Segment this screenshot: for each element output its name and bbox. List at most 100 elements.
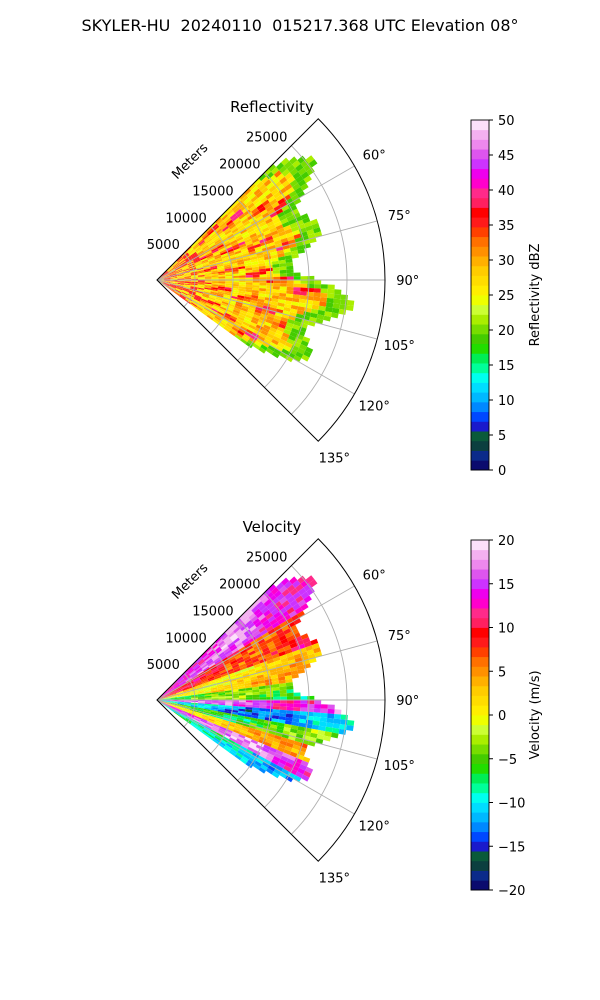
data-cell bbox=[234, 670, 242, 675]
data-cell bbox=[163, 702, 170, 707]
data-cell bbox=[280, 316, 289, 323]
data-cell bbox=[244, 658, 252, 664]
data-cell bbox=[271, 177, 280, 186]
data-cell bbox=[157, 700, 164, 702]
data-cell bbox=[211, 281, 219, 284]
data-cell bbox=[203, 710, 211, 713]
data-cell bbox=[316, 314, 325, 320]
data-cell bbox=[232, 324, 240, 330]
data-cell bbox=[178, 678, 185, 684]
data-cell bbox=[324, 311, 332, 317]
data-cell bbox=[238, 268, 246, 272]
data-cell bbox=[234, 334, 242, 341]
data-cell bbox=[190, 672, 198, 678]
data-cell bbox=[177, 280, 185, 282]
data-cell bbox=[175, 688, 182, 692]
data-cell bbox=[170, 702, 178, 705]
data-cell bbox=[207, 241, 215, 247]
colorbar-segment bbox=[471, 401, 489, 413]
data-cell bbox=[182, 289, 189, 294]
data-cell bbox=[170, 697, 178, 699]
data-cell bbox=[218, 274, 226, 277]
data-cell bbox=[183, 689, 190, 693]
data-cell bbox=[306, 167, 315, 176]
data-cell bbox=[232, 700, 240, 703]
data-cell bbox=[275, 224, 284, 231]
data-cell bbox=[188, 684, 196, 688]
data-cell bbox=[204, 706, 212, 709]
data-cell bbox=[271, 233, 280, 239]
data-cell bbox=[249, 722, 257, 727]
data-cell bbox=[251, 292, 259, 297]
data-cell bbox=[241, 755, 249, 762]
data-cell bbox=[242, 723, 250, 728]
colorbar-tick-label: 0 bbox=[498, 709, 506, 724]
data-cell bbox=[177, 277, 185, 279]
data-cell bbox=[229, 258, 237, 263]
data-cell bbox=[296, 753, 304, 761]
data-cell bbox=[282, 310, 290, 316]
data-cell bbox=[252, 707, 260, 711]
data-cell bbox=[204, 697, 212, 699]
data-cell bbox=[318, 305, 326, 312]
data-cell bbox=[197, 276, 205, 278]
data-cell bbox=[279, 351, 288, 359]
data-cell bbox=[261, 176, 269, 184]
data-cell bbox=[168, 287, 175, 292]
data-cell bbox=[245, 287, 253, 290]
data-cell bbox=[248, 324, 256, 330]
data-cell bbox=[168, 287, 174, 293]
data-cell bbox=[271, 321, 280, 327]
data-cell bbox=[193, 258, 201, 263]
data-cell bbox=[208, 677, 215, 682]
data-cell bbox=[177, 677, 184, 683]
data-cell bbox=[266, 641, 275, 647]
data-cell bbox=[199, 661, 206, 667]
data-cell bbox=[264, 202, 272, 210]
data-cell bbox=[218, 703, 226, 706]
data-cell bbox=[232, 702, 240, 705]
data-cell bbox=[170, 702, 178, 704]
data-cell bbox=[223, 746, 231, 753]
data-cell bbox=[251, 736, 260, 742]
data-cell bbox=[238, 661, 246, 666]
data-cell bbox=[271, 188, 279, 196]
data-cell bbox=[225, 692, 232, 695]
data-cell bbox=[183, 269, 190, 273]
data-cell bbox=[219, 669, 227, 674]
data-cell bbox=[184, 281, 192, 283]
data-cell bbox=[231, 265, 239, 269]
data-cell bbox=[272, 263, 280, 268]
data-cell bbox=[175, 708, 182, 713]
colorbar-segment bbox=[471, 120, 489, 131]
colorbar-segment bbox=[471, 695, 489, 706]
data-cell bbox=[204, 275, 212, 278]
data-cell bbox=[296, 639, 304, 647]
data-cell bbox=[203, 687, 211, 690]
data-cell bbox=[289, 768, 298, 776]
data-cell bbox=[253, 329, 261, 336]
colorbar-segment bbox=[471, 569, 489, 580]
data-cell bbox=[272, 270, 280, 274]
data-cell bbox=[229, 657, 237, 663]
data-cell bbox=[242, 321, 250, 327]
data-cell bbox=[240, 245, 248, 251]
data-cell bbox=[225, 274, 233, 277]
data-cell bbox=[202, 263, 210, 267]
data-cell bbox=[172, 682, 179, 688]
data-cell bbox=[210, 288, 218, 292]
data-cell bbox=[293, 740, 302, 747]
data-cell bbox=[188, 248, 195, 255]
figure-title: SKYLER-HU 20240110 015217.368 UTC Elevat… bbox=[81, 16, 519, 35]
data-cell bbox=[265, 235, 274, 242]
data-cell bbox=[252, 277, 260, 280]
data-cell bbox=[241, 250, 249, 255]
data-cell bbox=[216, 292, 224, 296]
data-cell bbox=[177, 283, 184, 286]
data-cell bbox=[287, 621, 296, 629]
data-cell bbox=[262, 227, 270, 233]
data-cell bbox=[270, 324, 279, 330]
data-cell bbox=[300, 276, 308, 280]
data-cell bbox=[197, 707, 205, 710]
data-cell bbox=[293, 653, 302, 660]
